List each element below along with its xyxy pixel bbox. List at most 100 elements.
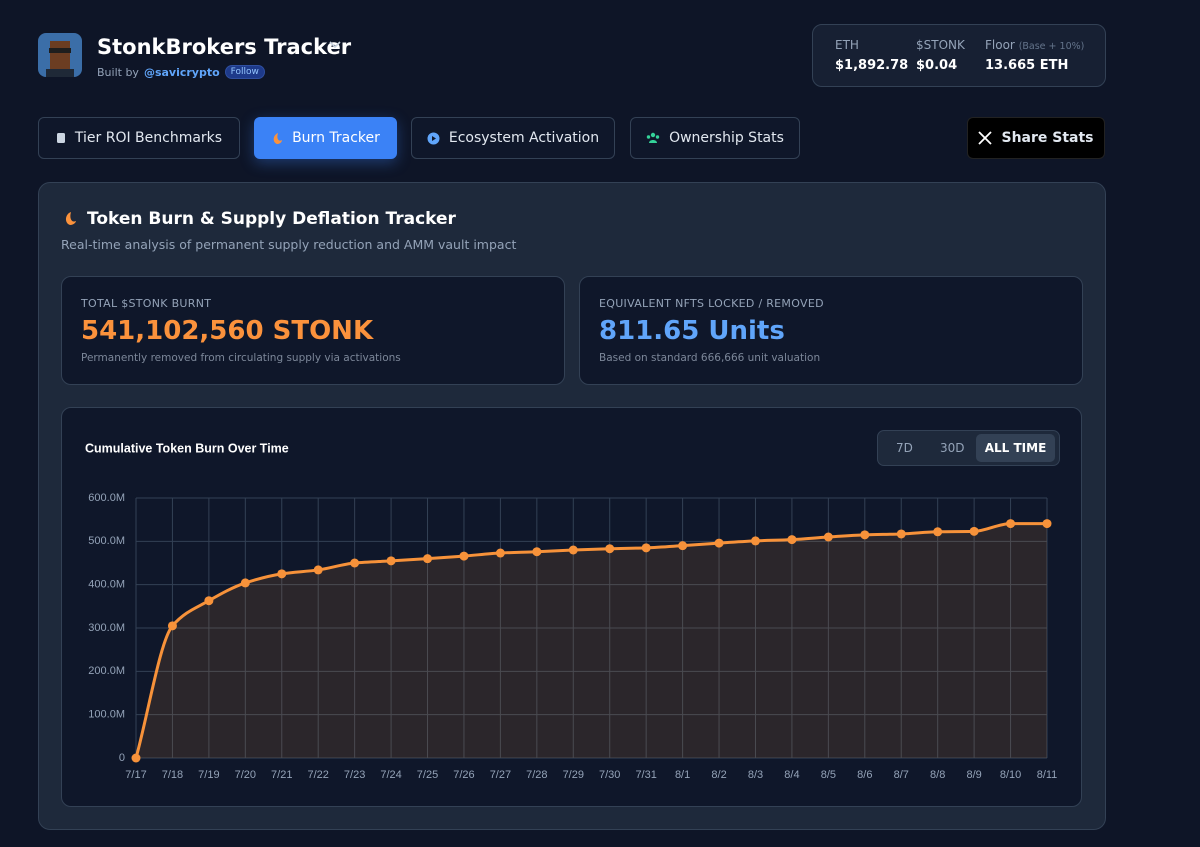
price-label: $STONK (916, 38, 965, 52)
y-tick-label: 0 (119, 752, 125, 764)
x-tick-label: 7/23 (344, 769, 365, 781)
point (787, 535, 797, 545)
stat-card: EQUIVALENT NFTS LOCKED / REMOVED 811.65 … (579, 276, 1083, 385)
stat-value: 541,102,560 STONK (81, 316, 374, 346)
x-tick-label: 8/5 (821, 769, 836, 781)
stat-note: Permanently removed from circulating sup… (81, 352, 401, 364)
x-tick-label: 7/27 (490, 769, 511, 781)
chart: Cumulative Token Burn Over Time 0 100.0M 2… (85, 441, 1058, 781)
stat-card: TOTAL $STONK BURNT 541,102,560 STONK Per… (61, 276, 565, 385)
price-note: (Base + 10%) (1018, 41, 1085, 52)
point (1006, 519, 1016, 529)
point (459, 551, 469, 561)
point (386, 556, 396, 566)
y-tick-label: 400.0M (88, 579, 125, 591)
x-tick-label: 7/19 (198, 769, 219, 781)
point (896, 529, 906, 539)
x-tick-label: 8/4 (784, 769, 799, 781)
point (641, 543, 651, 553)
y-tick-label: 600.0M (88, 492, 125, 504)
x-tick-label: 7/24 (380, 769, 401, 781)
range-selector: 7D 30D ALL TIME (877, 430, 1060, 466)
x-tick-label: 8/1 (675, 769, 690, 781)
built-by: Built by (97, 65, 139, 79)
point (240, 578, 250, 588)
price-label: Floor (985, 38, 1015, 52)
x-tick-label: 7/26 (453, 769, 474, 781)
follow-button[interactable]: Follow (224, 65, 265, 79)
stat-note: Based on standard 666,666 unit valuation (599, 352, 821, 364)
point (532, 547, 542, 557)
tab-label: Ownership Stats (669, 130, 784, 146)
x-tick-label: 8/9 (966, 769, 981, 781)
tab-label: Burn Tracker (292, 130, 380, 146)
range-button[interactable]: ALL TIME (976, 434, 1055, 462)
x-tick-label: 7/22 (307, 769, 328, 781)
point (678, 541, 688, 551)
chart-title: Cumulative Token Burn Over Time (85, 441, 289, 455)
tab[interactable]: Tier ROI Benchmarks (38, 117, 240, 159)
price: ETH $1,892.78 (835, 38, 908, 73)
x-tick-label: 7/17 (125, 769, 146, 781)
point (969, 526, 979, 536)
x-icon (978, 131, 993, 145)
point (823, 532, 833, 542)
x-tick-label: 8/10 (1000, 769, 1021, 781)
avatar (38, 33, 82, 77)
x-tick-label: 7/20 (235, 769, 256, 781)
point (131, 753, 141, 763)
point (350, 558, 360, 568)
point (1042, 519, 1052, 529)
x-tick-label: 7/25 (417, 769, 438, 781)
y-tick-label: 100.0M (88, 709, 125, 721)
price-value: $1,892.78 (835, 58, 909, 73)
tab-label: Tier ROI Benchmarks (74, 130, 223, 146)
tab[interactable]: Burn Tracker (254, 117, 397, 159)
stat-label: EQUIVALENT NFTS LOCKED / REMOVED (599, 297, 824, 310)
point (568, 545, 578, 555)
y-tick-label: 500.0M (88, 535, 125, 547)
point (714, 538, 724, 548)
x-tick-label: 7/31 (635, 769, 656, 781)
tab-label: Ecosystem Activation (448, 130, 600, 146)
price-label-row: Floor (Base + 10%) (985, 38, 1084, 52)
panel-icon (65, 212, 76, 225)
x-tick-label: 7/18 (162, 769, 183, 781)
point (313, 565, 323, 575)
tab[interactable]: Ownership Stats (630, 117, 800, 159)
point (750, 536, 760, 546)
x-tick-label: 8/2 (711, 769, 726, 781)
x-tick-label: 7/21 (271, 769, 292, 781)
point (605, 544, 615, 554)
x-tick-label: 8/3 (748, 769, 763, 781)
panel-title: Token Burn & Supply Deflation Tracker (87, 209, 456, 229)
point (495, 548, 505, 558)
range-button[interactable]: 30D (940, 441, 965, 455)
share-button[interactable]: Share Stats (967, 117, 1105, 159)
area (136, 523, 1047, 758)
point (204, 596, 214, 606)
point (167, 621, 177, 631)
x-tick-label: 7/28 (526, 769, 547, 781)
app-title: StonkBrokers Tracker (97, 35, 352, 59)
dropdown-icon[interactable] (328, 40, 342, 50)
x-tick-label: 7/30 (599, 769, 620, 781)
point (933, 527, 943, 537)
x-tick-label: 8/11 (1037, 769, 1058, 781)
point (423, 554, 433, 564)
y-tick-label: 300.0M (88, 622, 125, 634)
stat-value: 811.65 Units (599, 316, 785, 346)
handle[interactable]: @savicrypto (143, 65, 220, 79)
x-tick-label: 8/6 (857, 769, 872, 781)
point (277, 569, 287, 579)
tab-icon (427, 132, 440, 144)
tab[interactable]: Ecosystem Activation (411, 117, 615, 159)
range-button[interactable]: 7D (896, 441, 913, 455)
x-tick-label: 7/29 (563, 769, 584, 781)
price: $STONK $0.04 (916, 38, 965, 73)
share-label: Share Stats (1001, 130, 1094, 146)
y-tick-label: 200.0M (88, 665, 125, 677)
x-tick-label: 8/7 (894, 769, 909, 781)
price-value: $0.04 (916, 58, 958, 73)
